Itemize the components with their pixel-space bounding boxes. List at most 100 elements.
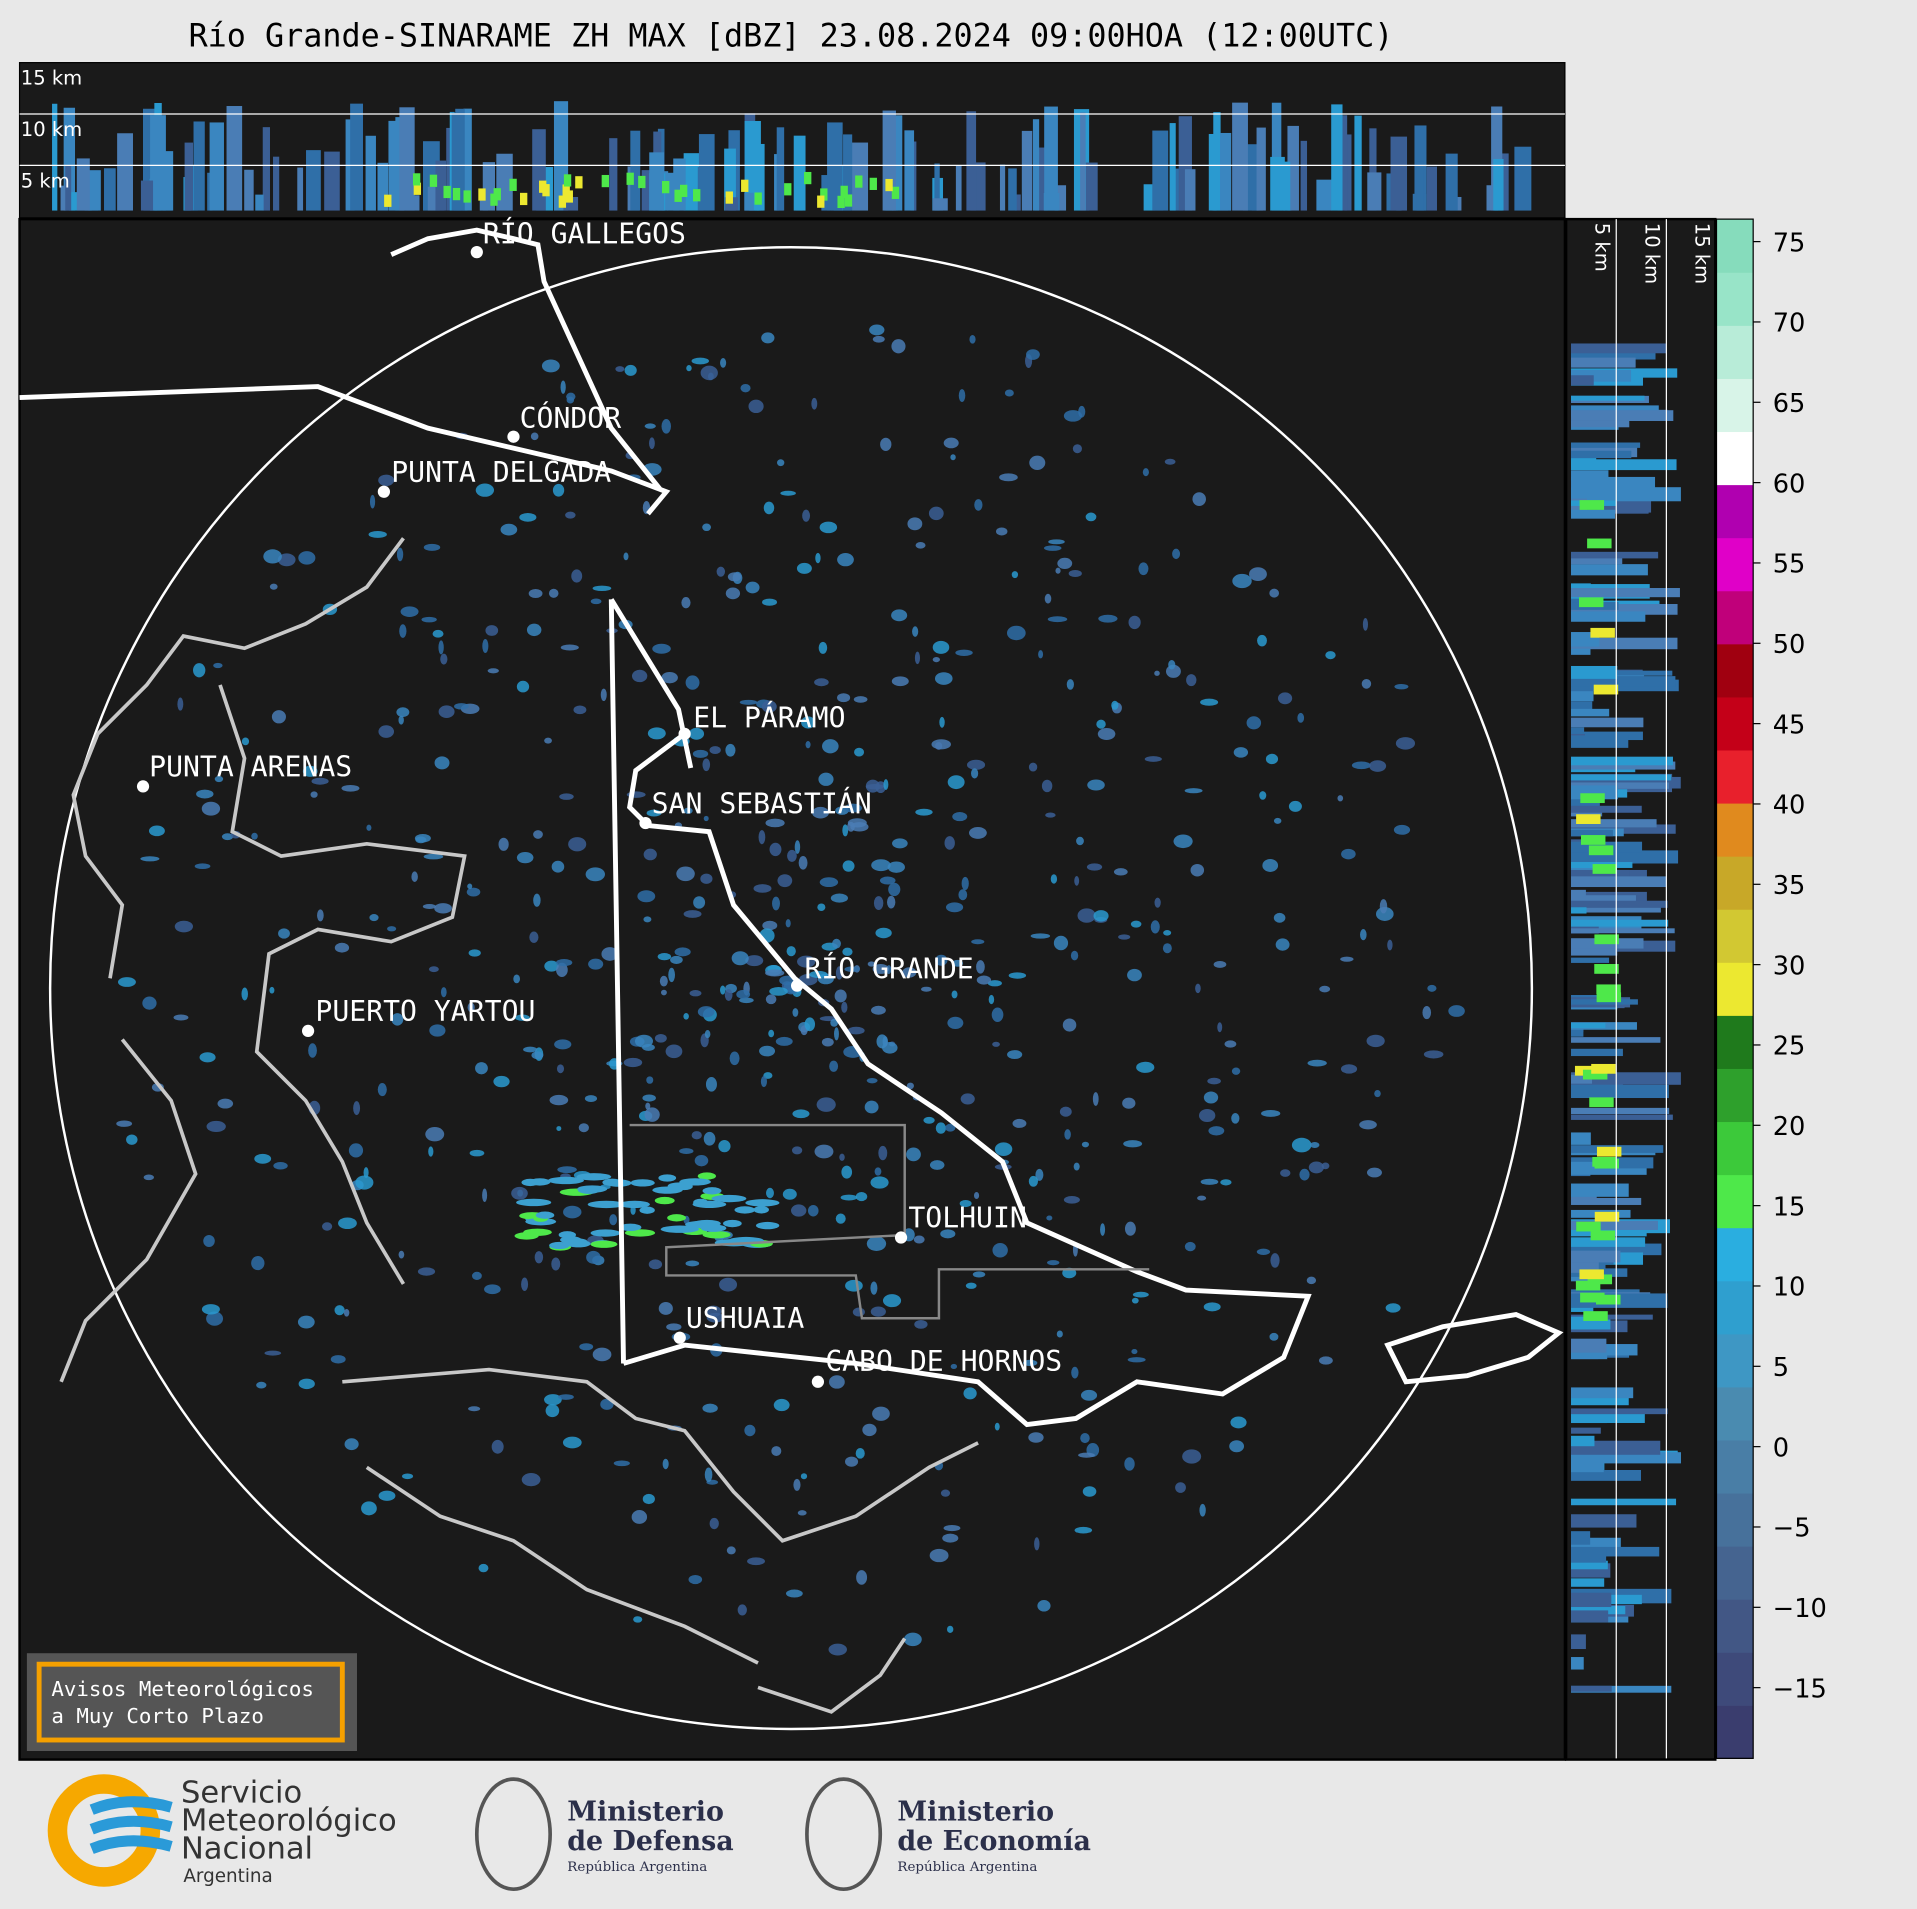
radar-echo — [277, 553, 296, 567]
radar-echo — [1325, 651, 1336, 660]
radar-echo — [739, 699, 758, 705]
notice-text: a Muy Corto Plazo — [51, 1704, 264, 1728]
radar-echo — [841, 1165, 853, 1179]
radar-echo — [484, 1284, 501, 1295]
height-echo — [1571, 1393, 1629, 1406]
colorbar-segment — [1716, 1227, 1754, 1282]
radar-echo — [700, 873, 713, 884]
radar-echo — [533, 893, 541, 907]
radar-echo — [297, 1315, 315, 1329]
height-echo — [193, 121, 205, 211]
radar-echo — [973, 1192, 980, 1199]
radar-echo — [959, 1199, 972, 1208]
height-echo — [1008, 168, 1017, 211]
radar-echo — [568, 837, 587, 852]
place-marker — [894, 1231, 908, 1244]
place-marker — [470, 246, 483, 259]
height-echo — [843, 134, 853, 211]
radar-echo — [665, 1044, 683, 1059]
radar-echo — [657, 953, 672, 961]
radar-echo — [765, 994, 777, 1005]
radar-echo — [469, 1149, 485, 1157]
height-echo — [817, 195, 825, 208]
radar-echo — [615, 366, 625, 372]
radar-echo — [648, 1259, 663, 1270]
radar-echo — [1360, 929, 1367, 941]
footer: Servicio Meteorológico Nacional Argentin… — [47, 1774, 1091, 1891]
radar-echo — [366, 824, 372, 831]
radar-echo — [1096, 719, 1106, 729]
radar-echo — [493, 1075, 510, 1088]
radar-echo — [633, 1616, 643, 1623]
radar-echo — [1319, 985, 1331, 993]
height-echo — [1571, 1161, 1611, 1172]
height-echo — [1571, 756, 1673, 766]
height-echo — [885, 178, 893, 192]
height-echo — [532, 129, 546, 211]
radar-echo — [1230, 1416, 1247, 1429]
radar-echo — [736, 989, 751, 999]
height-echo — [1143, 184, 1155, 211]
place-marker — [791, 979, 804, 992]
colorbar-tick-label: −5 — [1773, 1514, 1811, 1544]
radar-echo — [1071, 1366, 1079, 1379]
radar-echo — [552, 483, 565, 497]
radar-echo — [906, 1082, 914, 1090]
radar-echo — [1269, 1332, 1279, 1341]
height-echo — [117, 133, 133, 211]
radar-echo — [482, 639, 489, 654]
radar-echo — [1385, 1303, 1401, 1313]
radar-echo — [1053, 935, 1069, 951]
radar-echo — [875, 927, 892, 939]
radar-echo — [1066, 679, 1074, 690]
radar-echo — [840, 1194, 858, 1201]
radar-echo — [579, 1343, 594, 1351]
radar-echo — [674, 947, 691, 957]
radar-echo — [378, 474, 395, 487]
radar-echo — [1229, 1440, 1245, 1453]
radar-echo — [929, 1548, 949, 1563]
height-echo — [1592, 864, 1618, 874]
radar-echo — [727, 572, 742, 582]
radar-echo — [140, 856, 160, 862]
height-echo — [1271, 102, 1282, 211]
radar-echo — [718, 1140, 731, 1153]
radar-echo — [642, 1094, 656, 1102]
colorbar-tick-label: 5 — [1773, 1353, 1789, 1383]
radar-echo — [1144, 756, 1162, 762]
height-echo — [1571, 1237, 1646, 1247]
height-echo — [226, 106, 243, 211]
height-echo — [1571, 369, 1632, 382]
radar-echo — [566, 392, 576, 401]
radar-echo — [1265, 753, 1279, 765]
radar-echo — [748, 399, 764, 414]
radar-echo — [845, 1279, 863, 1292]
radar-echo — [814, 678, 829, 687]
radar-echo — [1231, 1067, 1241, 1075]
radar-echo — [1132, 1291, 1149, 1298]
height-echo — [741, 179, 749, 192]
radar-echo — [429, 1024, 446, 1037]
radar-echo — [547, 1176, 584, 1185]
height-echo — [1594, 934, 1619, 945]
radar-echo — [829, 1060, 839, 1072]
radar-echo — [1034, 1537, 1040, 1551]
radar-echo — [1310, 1142, 1320, 1149]
height-echo — [1571, 1592, 1612, 1608]
radar-echo — [837, 693, 851, 703]
radar-echo — [686, 365, 692, 372]
radar-echo — [995, 527, 1008, 536]
height-echo — [1571, 420, 1630, 428]
radar-echo — [369, 494, 376, 509]
radar-echo — [1127, 968, 1142, 982]
colorbar-tick-label: 55 — [1773, 550, 1806, 580]
radar-echo — [1393, 824, 1411, 835]
radar-echo — [298, 551, 316, 565]
radar-echo — [516, 1198, 552, 1207]
radar-echo — [573, 705, 587, 715]
height-echo — [1571, 1074, 1593, 1084]
radar-echo — [590, 598, 602, 605]
radar-echo — [423, 853, 444, 860]
radar-echo — [1395, 737, 1416, 750]
height-echo — [412, 173, 421, 186]
